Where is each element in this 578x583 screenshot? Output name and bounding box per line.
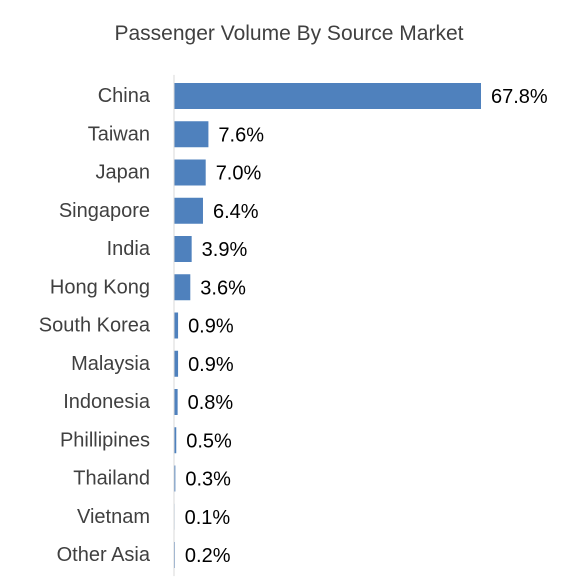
category-label: Thailand [73,468,150,490]
category-label: China [98,85,151,107]
bar [174,427,177,454]
bar [174,197,203,224]
category-label: Hong Kong [50,276,150,298]
data-labels: 67.8% 7.6% 7.0% 6.4% 3.9% 3.6% 0.9% 0.9% 0.8% 0.5… [185,86,548,567]
bar [174,312,179,339]
data-label: 7.6% [218,124,264,146]
category-label: Singapore [59,200,150,222]
bar [174,465,176,492]
data-label: 0.5% [186,430,232,452]
category-label: South Korea [39,315,151,337]
category-label: Phillipines [60,429,150,451]
data-label: 0.3% [185,469,231,491]
bars [174,83,481,568]
data-label: 0.2% [185,545,231,567]
category-label: Other Asia [57,544,151,566]
category-label: Taiwan [88,123,150,145]
data-label: 0.1% [185,507,231,529]
data-label: 3.9% [202,239,248,261]
category-label: Japan [96,162,151,184]
chart-title: Passenger Volume By Source Market [114,22,464,45]
bar [174,389,178,415]
bar [174,236,192,262]
data-label: 0.8% [188,392,234,414]
bar [174,83,481,109]
category-label: India [107,238,151,260]
category-label: Indonesia [63,391,151,413]
bar [174,350,179,377]
bar [174,121,209,148]
data-label: 0.9% [188,316,234,338]
bar [174,274,191,301]
data-label: 7.0% [216,163,262,185]
data-label: 3.6% [200,277,246,299]
bar [174,159,206,186]
data-label: 0.9% [188,354,234,376]
category-label: Vietnam [77,506,150,528]
category-labels: China Taiwan Japan Singapore India Hong Kong S… [39,85,151,566]
category-label: Malaysia [71,353,151,375]
data-label: 67.8% [491,86,548,108]
data-label: 6.4% [213,201,259,223]
